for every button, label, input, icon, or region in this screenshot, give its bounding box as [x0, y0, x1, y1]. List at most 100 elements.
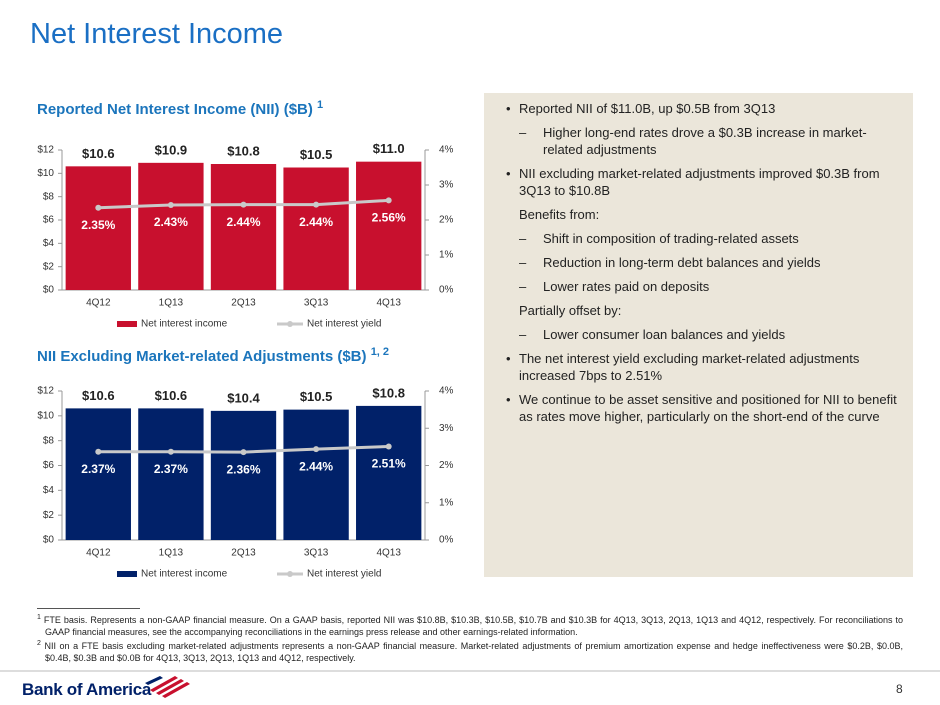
yield-label: 2.56% — [372, 211, 406, 225]
bar — [210, 410, 277, 540]
legend-label: Net interest income — [141, 569, 228, 580]
value-label: $11.0 — [373, 141, 405, 156]
footnote-text: FTE basis. Represents a non-GAAP financi… — [43, 615, 903, 637]
panel-text: Lower rates paid on deposits — [543, 279, 710, 294]
panel-text: Reported NII of $11.0B, up $0.5B from 3Q… — [519, 101, 776, 116]
panel-item: Partially offset by: — [484, 302, 897, 319]
value-label: $10.8 — [372, 385, 405, 400]
dash-symbol: – — [519, 327, 527, 342]
panel-item: – Shift in composition of trading-related… — [484, 230, 897, 247]
y2-tick-label: 4% — [439, 145, 454, 156]
x-tick-label: 2Q13 — [231, 298, 256, 309]
x-tick-label: 4Q13 — [376, 548, 401, 559]
x-tick-label: 1Q13 — [159, 298, 184, 309]
panel-text: Reduction in long-term debt balances and… — [543, 255, 821, 270]
bullet-symbol: • — [506, 392, 511, 407]
logo: Bank of America — [22, 680, 152, 699]
y-tick-label: $0 — [43, 285, 55, 296]
yield-label: 2.36% — [226, 462, 260, 476]
x-tick-label: 1Q13 — [159, 548, 184, 559]
panel-item: • Reported NII of $11.0B, up $0.5B from 3… — [484, 100, 897, 117]
panel-text: The net interest yield excluding market-… — [519, 351, 860, 383]
y-tick-label: $8 — [43, 435, 55, 446]
panel-item: – Lower consumer loan balances and yields — [484, 326, 897, 343]
yield-label: 2.51% — [372, 457, 406, 471]
dash-symbol: – — [519, 125, 527, 140]
panel-text: Partially offset by: — [519, 303, 622, 318]
panel-text: We continue to be asset sensitive and po… — [519, 392, 897, 424]
footnote-mark: 2 — [37, 640, 41, 647]
bar — [65, 166, 131, 290]
panel-text: NII excluding market-related adjustments… — [519, 166, 880, 198]
bullet-symbol: • — [506, 166, 511, 181]
y-tick-label: $6 — [43, 460, 55, 471]
bar — [138, 408, 204, 540]
yield-point — [385, 197, 392, 204]
yield-label: 2.44% — [299, 459, 333, 473]
x-tick-label: 4Q12 — [86, 548, 111, 559]
y-tick-label: $4 — [43, 238, 55, 249]
yield-point — [95, 204, 102, 211]
bar — [283, 167, 349, 290]
x-tick-label: 4Q12 — [86, 298, 111, 309]
chart-title-note: 1, 2 — [371, 346, 389, 358]
bar — [283, 409, 349, 540]
value-label: $10.4 — [227, 390, 260, 405]
dash-symbol: – — [519, 231, 527, 246]
logo-flag — [145, 676, 190, 698]
y2-tick-label: 2% — [439, 460, 454, 471]
value-label: $10.5 — [300, 147, 333, 162]
legend-swatch — [117, 321, 137, 327]
panel-text: Higher long-end rates drove a $0.3B incr… — [543, 125, 867, 157]
bar — [138, 162, 204, 290]
yield-label: 2.44% — [226, 215, 260, 229]
yield-label: 2.37% — [81, 462, 115, 476]
y2-tick-label: 2% — [439, 215, 454, 226]
chart-title: Reported Net Interest Income (NII) ($B) … — [37, 99, 323, 118]
x-tick-label: 4Q13 — [376, 298, 401, 309]
panel-item: – Lower rates paid on deposits — [484, 278, 897, 295]
y2-tick-label: 3% — [439, 423, 454, 434]
chart-title: NII Excluding Market-related Adjustments… — [37, 346, 389, 365]
y-tick-label: $8 — [43, 191, 55, 202]
y2-tick-label: 4% — [439, 386, 454, 397]
panel-text: Benefits from: — [519, 207, 600, 222]
y-tick-label: $10 — [37, 168, 54, 179]
panel-item: – Higher long-end rates drove a $0.3B inc… — [484, 124, 897, 158]
yield-point — [167, 448, 174, 455]
value-label: $10.8 — [227, 143, 260, 158]
yield-point — [313, 446, 320, 453]
panel-item: • We continue to be asset sensitive and p… — [484, 391, 897, 425]
value-label: $10.6 — [82, 146, 115, 161]
panel-item: • NII excluding market-related adjustment… — [484, 165, 897, 199]
y-tick-label: $12 — [37, 386, 54, 397]
value-label: $10.6 — [82, 388, 115, 403]
chart-title-text: NII Excluding Market-related Adjustments… — [37, 348, 367, 365]
yield-label: 2.35% — [81, 218, 115, 232]
y2-tick-label: 1% — [439, 497, 454, 508]
y-tick-label: $12 — [37, 145, 54, 156]
footnotes: 1 FTE basis. Represents a non-GAAP finan… — [37, 608, 903, 664]
y2-tick-label: 0% — [439, 535, 454, 546]
y-tick-label: $10 — [37, 410, 54, 421]
legend-label: Net interest yield — [307, 319, 381, 330]
panel-item: • The net interest yield excluding market… — [484, 350, 897, 384]
panel-item: Benefits from: — [484, 206, 897, 223]
yield-label: 2.43% — [154, 215, 188, 229]
x-tick-label: 3Q13 — [304, 298, 329, 309]
yield-point — [95, 448, 102, 455]
y-tick-label: $6 — [43, 215, 55, 226]
legend-label: Net interest income — [141, 319, 228, 330]
chart-title-note: 1 — [317, 99, 323, 111]
bar — [210, 164, 277, 290]
value-label: $10.6 — [155, 388, 188, 403]
legend-label: Net interest yield — [307, 569, 381, 580]
legend-marker — [287, 571, 293, 577]
bar — [356, 161, 422, 290]
y2-tick-label: 1% — [439, 250, 454, 261]
footnote-mark: 1 — [37, 614, 41, 621]
panel-text: Shift in composition of trading-related … — [543, 231, 799, 246]
y2-tick-label: 3% — [439, 180, 454, 191]
